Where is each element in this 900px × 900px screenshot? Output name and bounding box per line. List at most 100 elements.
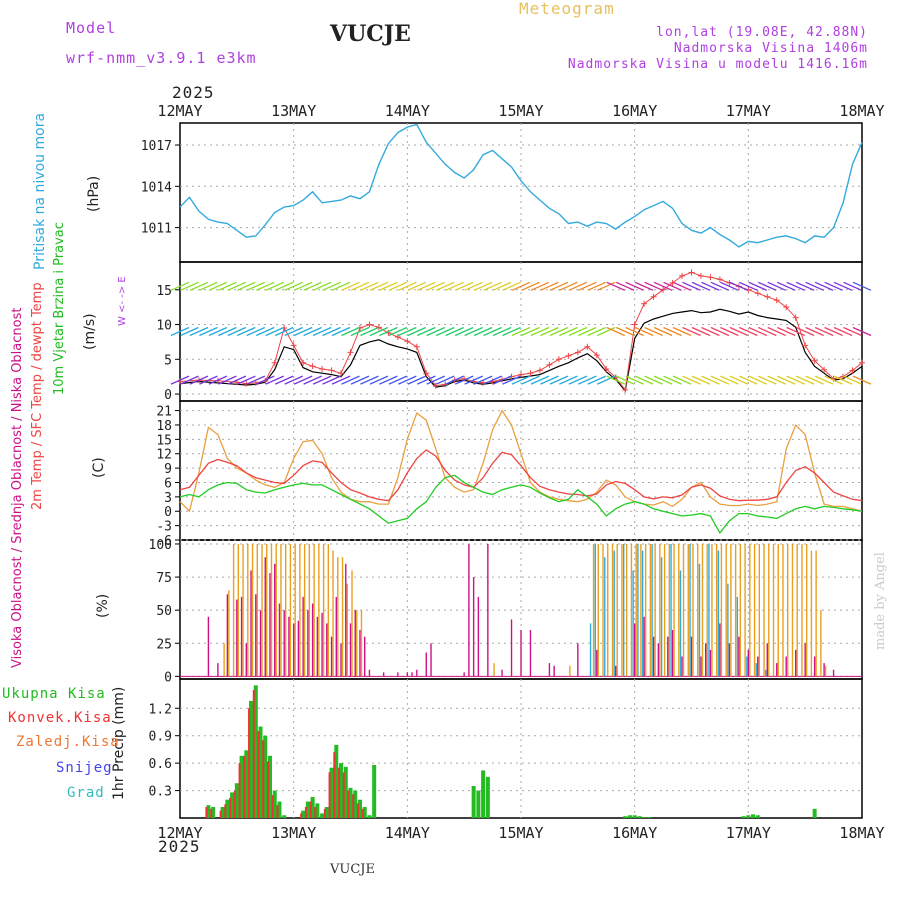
wind-arrow — [265, 326, 284, 337]
precip-bar — [220, 807, 225, 818]
precip-bar — [338, 767, 341, 818]
wind-arrow — [653, 375, 673, 385]
wind-arrow — [293, 375, 313, 385]
wind-gust-marker — [764, 293, 771, 300]
wind-arrow — [568, 281, 588, 291]
wind-arrow — [682, 326, 701, 337]
wind-arrow — [464, 375, 483, 385]
precip-bar — [282, 815, 287, 818]
x-tick-top: 17MAY — [726, 102, 771, 120]
wind-arrow — [360, 326, 379, 337]
y-tick-label: 21 — [156, 405, 172, 420]
y-tick-label: 18 — [156, 419, 172, 434]
wind-gust-marker — [555, 356, 562, 363]
wind-arrow — [398, 375, 417, 385]
wind-gust-marker — [849, 367, 856, 374]
precip-bar — [476, 790, 481, 818]
wind-arrow — [464, 281, 483, 291]
wind-arrow — [530, 281, 550, 291]
y-tick-label: 0 — [164, 670, 172, 685]
x-tick-bottom: 13MAY — [271, 824, 316, 842]
y-tick-label: 15 — [156, 433, 172, 448]
wind-arrow — [578, 375, 597, 385]
wind-gust-marker — [697, 272, 704, 279]
wind-arrow — [634, 326, 654, 337]
wind-arrow — [596, 326, 616, 337]
x-tick-bottom: 17MAY — [726, 824, 771, 842]
x-tick-bottom: 14MAY — [385, 824, 430, 842]
wind-arrow — [331, 375, 351, 385]
wind-arrow — [511, 375, 531, 385]
wind-arrow — [227, 375, 247, 385]
wind-arrow — [587, 375, 607, 385]
precip-bar — [339, 763, 344, 818]
precip-bar — [347, 790, 350, 818]
wind-arrow — [350, 326, 370, 337]
wind-arrow — [720, 375, 739, 385]
x-tick-bottom: 18MAY — [839, 824, 884, 842]
wind-arrow — [379, 375, 398, 385]
wind-arrow — [350, 281, 370, 291]
x-tick-bottom: 16MAY — [612, 824, 657, 842]
wind-arrow — [833, 281, 853, 291]
legend-total-rain: Ukupna Kisa — [2, 686, 106, 702]
wind-gust-marker — [432, 382, 439, 389]
precip-bar — [239, 755, 244, 818]
wind-arrow — [454, 281, 474, 291]
wind-arrow — [237, 281, 256, 291]
wind-arrow — [407, 326, 427, 337]
precip-bar — [243, 755, 246, 818]
wind-arrow — [473, 326, 493, 337]
precip-bar — [219, 810, 222, 818]
x-tick-top: 12MAY — [157, 102, 202, 120]
wind-arrow — [521, 375, 540, 385]
wind-arrow — [786, 281, 805, 291]
y-tick-label: 0.6 — [149, 757, 172, 772]
wind-gust-marker — [688, 269, 695, 276]
wind-arrow — [199, 326, 218, 337]
wind-arrow — [729, 326, 749, 337]
wind-arrow — [644, 281, 663, 291]
precip-bar — [755, 815, 760, 818]
wind-arrow — [274, 281, 294, 291]
panel-frame-4 — [179, 678, 863, 819]
wind-arrow — [663, 375, 682, 385]
wind-arrow — [672, 375, 692, 385]
precip-bar — [481, 770, 486, 818]
wind-arrow — [435, 375, 455, 385]
wind-arrow — [331, 326, 351, 337]
wind-arrow — [426, 375, 446, 385]
wind-arrow — [805, 326, 824, 337]
wind-gust-marker — [574, 349, 581, 356]
wind-arrow — [208, 326, 228, 337]
wind-arrow — [407, 281, 427, 291]
y-tick-label: 50 — [156, 604, 172, 619]
wind-arrow — [748, 281, 768, 291]
wind-arrow — [322, 375, 341, 385]
wind-arrow — [644, 326, 663, 337]
wind-gust-marker — [290, 342, 297, 349]
wind-arrow — [237, 375, 256, 385]
wind-gust-marker — [811, 357, 818, 364]
wind-arrow — [739, 375, 758, 385]
wind-arrow — [540, 326, 559, 337]
precip-bar — [309, 801, 312, 818]
wind-arrow — [615, 326, 635, 337]
wind-gust-marker — [641, 300, 648, 307]
year-bottom: 2025 — [158, 837, 201, 856]
wind-arrow — [682, 375, 701, 385]
wind-arrow — [530, 326, 550, 337]
wind-arrow — [473, 375, 493, 385]
precip-bar — [632, 815, 637, 818]
wind-arrow — [758, 375, 777, 385]
precip-bar — [262, 740, 265, 818]
wind-gust-marker — [319, 366, 326, 373]
precip-bar — [348, 787, 353, 818]
precip-bar — [252, 689, 255, 818]
y-tick-label: 1011 — [141, 222, 172, 237]
wind-arrow — [388, 281, 408, 291]
wind-arrow — [578, 326, 597, 337]
altitude-label: Nadmorska Visina 1406m — [673, 41, 868, 56]
wind-arrow — [776, 281, 796, 291]
y-tick-label: 6 — [164, 476, 172, 491]
